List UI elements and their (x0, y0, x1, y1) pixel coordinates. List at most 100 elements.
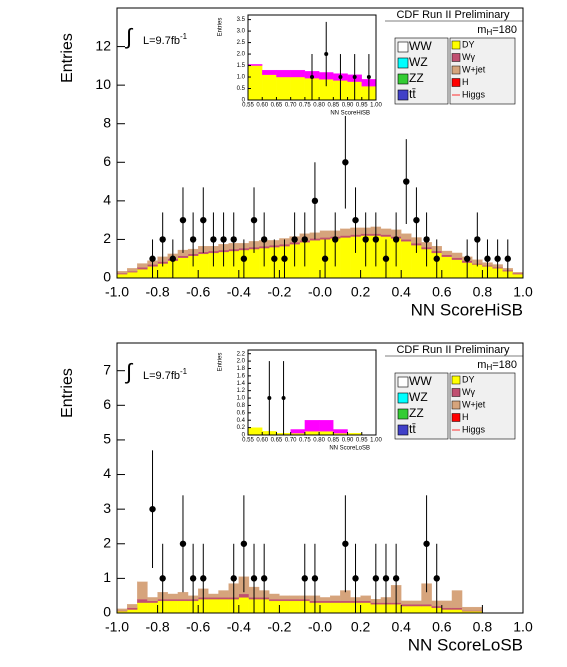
x-tick-label: 1.0 (513, 284, 533, 300)
data-point (159, 236, 166, 243)
x-tick-label: 0.60 (256, 103, 268, 109)
histogram-bar (318, 431, 334, 436)
luminosity-value: L=9.7fb (143, 35, 180, 47)
histogram-bar (137, 602, 148, 614)
x-tick-label: 0.75 (299, 438, 311, 444)
histogram-bar (329, 602, 341, 614)
data-point (271, 255, 278, 262)
histogram-bar (333, 429, 348, 434)
y-tick-label: 0.2 (237, 425, 246, 431)
histogram-bar (269, 600, 280, 614)
histogram-bar (421, 604, 432, 607)
data-point (423, 236, 430, 243)
legend-label: WW (409, 39, 432, 53)
histogram-bar (116, 271, 128, 274)
histogram-bar (451, 259, 463, 279)
histogram-bar (269, 599, 280, 602)
x-tick-label: 0.85 (327, 103, 339, 109)
y-axis-label: Entries (59, 368, 76, 418)
mass-symbol: m (477, 359, 486, 371)
histogram-bar (329, 600, 341, 603)
histogram-bar (340, 602, 351, 614)
legend-swatch (451, 375, 461, 385)
x-tick-label: -1.0 (105, 619, 129, 635)
x-tick-label: -1.0 (105, 284, 129, 300)
y-axis-label: Entries (218, 18, 224, 37)
plot-border (247, 14, 377, 101)
histogram-bar (304, 420, 320, 432)
y-tick-label: 0.8 (237, 403, 246, 409)
luminosity-exponent: -1 (180, 32, 188, 41)
legend-label: Wγ (462, 52, 475, 62)
histogram-bar (329, 595, 341, 602)
legend-label: ZZ (409, 406, 424, 420)
y-axis-label: Entries (218, 353, 224, 372)
y-tick-label: 4 (103, 465, 111, 481)
histogram-bar (116, 273, 128, 279)
histogram-bar (441, 600, 453, 608)
data-point (366, 75, 371, 80)
histogram-bar (401, 605, 412, 614)
histogram-bar (208, 597, 219, 600)
histogram-bar (208, 593, 219, 598)
data-point (169, 255, 177, 262)
legend-swatch (397, 392, 409, 404)
x-tick-label: 0.65 (271, 103, 283, 109)
data-point (311, 575, 319, 582)
data-point (342, 159, 349, 166)
legend-swatch (397, 424, 409, 436)
legend-label: DY (462, 39, 475, 49)
data-point (240, 540, 248, 547)
histogram-bar (262, 74, 277, 101)
histogram-bar (401, 233, 412, 240)
histogram-bar (411, 604, 422, 607)
mass-label: mH=180 (477, 359, 517, 372)
histogram-bar (380, 234, 392, 237)
data-point (433, 255, 440, 262)
data-point (189, 236, 197, 243)
data-point (423, 540, 430, 547)
data-point (338, 75, 343, 80)
y-tick-label: 0 (103, 269, 111, 285)
histogram-bar (340, 235, 351, 238)
plot-border (247, 349, 377, 436)
histogram-bar (127, 272, 138, 279)
x-tick-label: -0.6 (186, 284, 210, 300)
legend-swatch (451, 53, 461, 62)
histogram-bar (451, 590, 463, 608)
data-point (413, 216, 420, 224)
histogram-bar (218, 597, 229, 600)
histogram-bar (512, 272, 524, 274)
histogram-bar (127, 607, 138, 610)
histogram-bar (340, 600, 351, 603)
histogram-bar (177, 255, 189, 258)
y-tick-label: 1.0 (237, 396, 246, 402)
histogram-bar (319, 237, 331, 240)
x-tick-label: 1.0 (513, 619, 533, 635)
data-point (362, 236, 369, 243)
y-tick-label: 3 (103, 500, 111, 516)
histogram-bar (279, 595, 290, 600)
histogram-bar (137, 269, 148, 279)
data-point (474, 236, 481, 243)
mass-label: mH=180 (477, 24, 517, 37)
x-tick-label: 0.60 (256, 438, 268, 444)
histogram-bar (177, 600, 189, 614)
histogram-bar (380, 228, 392, 235)
data-point (200, 575, 207, 582)
data-point (179, 216, 187, 224)
histogram-bar (304, 431, 320, 436)
histogram-bar (441, 250, 453, 256)
x-tick-label: 0.95 (356, 438, 368, 444)
histogram-bar (147, 602, 158, 614)
mass-value: =180 (492, 359, 517, 371)
data-point (250, 575, 258, 582)
x-tick-label: 0.70 (285, 103, 297, 109)
histogram-bar (401, 241, 412, 279)
legend-swatch (397, 376, 409, 388)
legend-swatch (397, 57, 409, 69)
x-tick-label: -0.2 (267, 284, 291, 300)
data-point (392, 236, 400, 243)
y-tick-label: 7 (103, 361, 111, 377)
